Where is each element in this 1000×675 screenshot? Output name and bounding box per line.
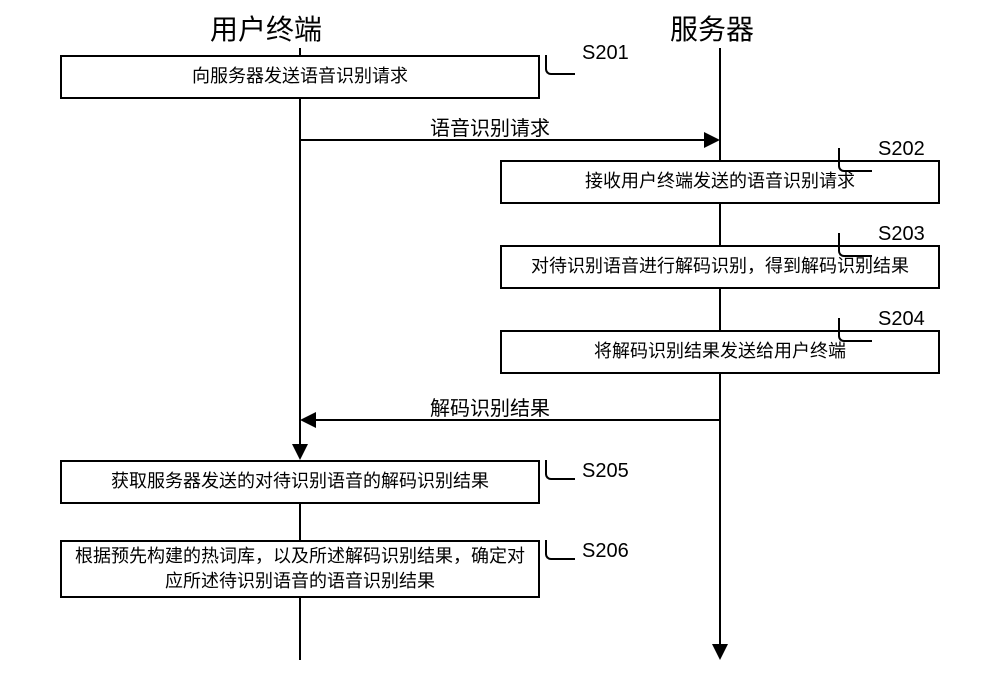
lifeline-client-seg3 <box>299 504 301 540</box>
lifeline-client-seg2 <box>299 99 301 140</box>
step-s202-label: S202 <box>878 138 925 161</box>
actor-client-label: 用户终端 <box>210 8 322 48</box>
lifeline-server-seg2 <box>719 204 721 245</box>
step-s206-text: 根据预先构建的热词库，以及所述解码识别结果，确定对应所述待识别语音的语音识别结果 <box>70 544 530 594</box>
down-arrow-server-line <box>719 420 721 646</box>
step-s202-text: 接收用户终端发送的语音识别请求 <box>585 169 855 194</box>
step-s201-text: 向服务器发送语音识别请求 <box>192 64 408 89</box>
step-s203-leader <box>838 233 872 257</box>
lifeline-server-seg4 <box>719 374 721 420</box>
down-arrow-server-head <box>712 644 728 660</box>
actor-server-label: 服务器 <box>670 8 754 48</box>
step-s205-text: 获取服务器发送的对待识别语音的解码识别结果 <box>111 469 489 494</box>
step-s206-box: 根据预先构建的热词库，以及所述解码识别结果，确定对应所述待识别语音的语音识别结果 <box>60 540 540 598</box>
msg-2-line <box>314 419 720 421</box>
step-s204-label: S204 <box>878 308 925 331</box>
down-arrow-client-head <box>292 444 308 460</box>
step-s205-label: S205 <box>582 460 629 483</box>
lifeline-client-seg1 <box>299 48 301 55</box>
step-s201-leader <box>545 55 575 75</box>
step-s206-label: S206 <box>582 540 629 563</box>
step-s202-leader <box>838 148 872 172</box>
down-arrow-client-line <box>299 140 301 446</box>
sequence-diagram: 用户终端 服务器 向服务器发送语音识别请求 S201 接收用户终端发送的语音识别… <box>0 0 1000 675</box>
msg-2-label: 解码识别结果 <box>430 392 550 421</box>
msg-1-arrowhead <box>704 132 720 148</box>
step-s204-leader <box>838 318 872 342</box>
step-s201-box: 向服务器发送语音识别请求 <box>60 55 540 99</box>
msg-2-arrowhead <box>300 412 316 428</box>
lifeline-client-seg4 <box>299 598 301 660</box>
lifeline-server-seg3 <box>719 289 721 330</box>
step-s203-label: S203 <box>878 223 925 246</box>
step-s203-text: 对待识别语音进行解码识别，得到解码识别结果 <box>531 254 909 279</box>
step-s202-box: 接收用户终端发送的语音识别请求 <box>500 160 940 204</box>
msg-1-label: 语音识别请求 <box>430 112 550 141</box>
step-s204-text: 将解码识别结果发送给用户终端 <box>594 339 846 364</box>
step-s206-leader <box>545 540 575 560</box>
step-s201-label: S201 <box>582 42 629 65</box>
step-s203-box: 对待识别语音进行解码识别，得到解码识别结果 <box>500 245 940 289</box>
step-s204-box: 将解码识别结果发送给用户终端 <box>500 330 940 374</box>
msg-1-line <box>300 139 706 141</box>
step-s205-box: 获取服务器发送的对待识别语音的解码识别结果 <box>60 460 540 504</box>
step-s205-leader <box>545 460 575 480</box>
